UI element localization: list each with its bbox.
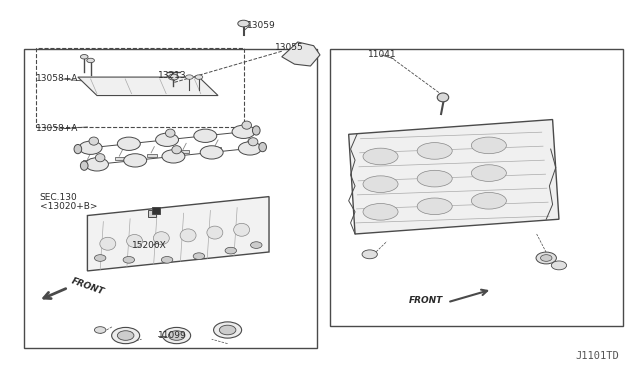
Polygon shape (78, 77, 218, 96)
Circle shape (79, 141, 102, 154)
Bar (152, 207, 160, 214)
Circle shape (250, 242, 262, 248)
Text: 11041: 11041 (368, 51, 396, 60)
Circle shape (111, 327, 140, 344)
Ellipse shape (363, 148, 398, 165)
Ellipse shape (242, 121, 252, 129)
Text: 11099: 11099 (157, 331, 186, 340)
Ellipse shape (471, 165, 506, 182)
Circle shape (186, 75, 193, 79)
Text: 13055: 13055 (275, 43, 304, 52)
Circle shape (225, 247, 237, 254)
Circle shape (161, 257, 173, 263)
Bar (83, 160, 93, 163)
Circle shape (168, 74, 179, 80)
Ellipse shape (471, 192, 506, 209)
Ellipse shape (259, 142, 266, 152)
Polygon shape (88, 196, 269, 271)
Circle shape (536, 252, 556, 264)
Ellipse shape (95, 154, 105, 162)
Bar (147, 154, 157, 157)
Circle shape (86, 158, 108, 171)
Polygon shape (349, 119, 559, 234)
Ellipse shape (248, 138, 258, 146)
Ellipse shape (180, 229, 196, 242)
Ellipse shape (172, 146, 181, 154)
Bar (211, 147, 221, 150)
Circle shape (200, 146, 223, 159)
Circle shape (87, 58, 95, 62)
Circle shape (168, 331, 185, 340)
Text: J1101TD: J1101TD (576, 352, 620, 361)
Polygon shape (282, 42, 320, 66)
Ellipse shape (166, 129, 175, 137)
Circle shape (195, 75, 203, 79)
Circle shape (95, 327, 106, 333)
Circle shape (163, 327, 191, 344)
Circle shape (362, 250, 378, 259)
Ellipse shape (252, 126, 260, 135)
Ellipse shape (437, 93, 449, 102)
Circle shape (220, 325, 236, 335)
Circle shape (193, 253, 205, 260)
Ellipse shape (154, 232, 170, 245)
Circle shape (239, 142, 261, 155)
Bar (115, 157, 125, 160)
Bar (243, 144, 252, 147)
Circle shape (124, 154, 147, 167)
Text: FRONT: FRONT (409, 296, 444, 305)
Ellipse shape (417, 170, 452, 187)
Bar (148, 210, 156, 217)
Text: 13058+A: 13058+A (36, 74, 79, 83)
Ellipse shape (127, 234, 143, 247)
Ellipse shape (81, 161, 88, 170)
Circle shape (214, 322, 242, 338)
Text: SEC.130: SEC.130 (40, 193, 77, 202)
Bar (24, 49, 317, 349)
Text: 13058+A: 13058+A (36, 124, 79, 133)
Circle shape (194, 129, 217, 142)
Circle shape (540, 255, 552, 261)
Circle shape (95, 255, 106, 261)
Ellipse shape (100, 237, 116, 250)
Circle shape (123, 257, 134, 263)
Ellipse shape (74, 144, 82, 154)
Ellipse shape (207, 226, 223, 239)
Bar (330, 49, 623, 326)
Bar (179, 150, 189, 153)
Ellipse shape (417, 142, 452, 159)
Ellipse shape (363, 203, 398, 220)
Text: 13059: 13059 (246, 21, 275, 30)
Text: <13020+B>: <13020+B> (40, 202, 97, 211)
Circle shape (551, 261, 566, 270)
Circle shape (162, 150, 185, 163)
Text: 15200X: 15200X (132, 241, 167, 250)
Circle shape (232, 125, 255, 138)
Circle shape (117, 331, 134, 340)
Text: FRONT: FRONT (70, 276, 106, 296)
Circle shape (156, 133, 179, 147)
Ellipse shape (471, 137, 506, 154)
Bar (36, 48, 244, 127)
Ellipse shape (234, 223, 250, 236)
Ellipse shape (363, 176, 398, 192)
Circle shape (117, 137, 140, 150)
Circle shape (81, 55, 88, 59)
Circle shape (238, 20, 249, 27)
Text: 13213: 13213 (157, 71, 186, 80)
Ellipse shape (417, 198, 452, 215)
Ellipse shape (89, 137, 99, 145)
